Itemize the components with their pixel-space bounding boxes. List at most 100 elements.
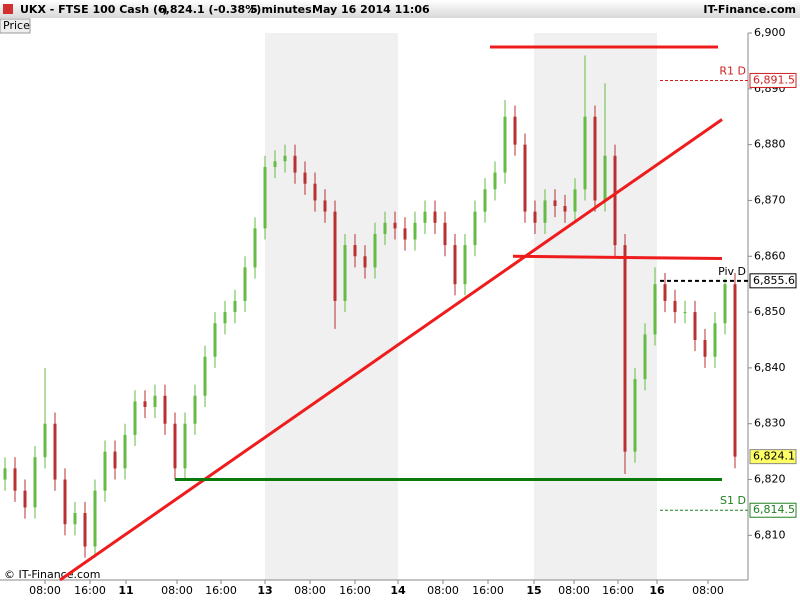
x-tick-label: 08:00 xyxy=(427,584,459,597)
candle-body xyxy=(113,451,117,469)
x-tick-label: 08:00 xyxy=(692,584,724,597)
candle-body xyxy=(343,245,347,301)
candle-body xyxy=(663,284,667,301)
candle-body xyxy=(323,200,327,212)
level-value: 6,891.5 xyxy=(753,73,795,86)
candle-body xyxy=(593,116,597,201)
x-tick-label: 13 xyxy=(257,584,272,597)
candle-body xyxy=(3,468,7,480)
candle-body xyxy=(103,451,107,491)
x-tick-label: 08:00 xyxy=(558,584,590,597)
day-band xyxy=(265,33,398,580)
price-tab-label: Price xyxy=(3,19,30,32)
y-tick-label: 6,820 xyxy=(754,473,786,486)
candle-body xyxy=(533,211,537,223)
candle-body xyxy=(643,334,647,380)
candle-body xyxy=(673,300,677,313)
candle-body xyxy=(393,222,397,229)
header-bar xyxy=(0,0,800,18)
candle-body xyxy=(33,457,37,508)
candle-body xyxy=(293,155,297,173)
candle-body xyxy=(433,211,437,223)
candle-body xyxy=(613,155,617,246)
x-tick-label: 16:00 xyxy=(205,584,237,597)
candle-body xyxy=(563,206,567,212)
candle-body xyxy=(313,183,317,201)
candle-body xyxy=(83,513,87,547)
candle-body xyxy=(333,211,337,301)
candle-body xyxy=(583,116,587,190)
candle-body xyxy=(263,166,267,229)
candle-body xyxy=(403,228,407,240)
candle-body xyxy=(723,284,727,324)
x-tick-label: 08:00 xyxy=(161,584,193,597)
candle-body xyxy=(453,245,457,285)
candle-body xyxy=(383,222,387,234)
candle-body xyxy=(683,312,687,314)
level-name: Piv D xyxy=(718,265,746,278)
x-tick-label: 16:00 xyxy=(74,584,106,597)
candle-body xyxy=(653,284,657,335)
header-icon xyxy=(3,4,13,14)
price-tab[interactable] xyxy=(0,18,31,34)
candle-body xyxy=(693,312,697,340)
candle-body xyxy=(173,423,177,469)
candle-body xyxy=(603,155,607,201)
candle-body xyxy=(123,434,127,469)
candle-body xyxy=(203,356,207,396)
candle-body xyxy=(463,245,467,285)
candle-body xyxy=(413,222,417,240)
y-tick-label: 6,870 xyxy=(754,193,786,206)
candle-body xyxy=(43,423,47,458)
level-value: 6,814.5 xyxy=(753,503,795,516)
candle-body xyxy=(483,189,487,212)
interval: 5 minutes xyxy=(250,3,312,16)
candle-body xyxy=(633,379,637,452)
level-name: S1 D xyxy=(720,494,746,507)
candle-body xyxy=(443,222,447,246)
trend-line xyxy=(512,254,723,260)
candle-body xyxy=(303,172,307,184)
candle-body xyxy=(143,401,147,407)
trend-line xyxy=(59,118,723,582)
x-tick-label: 08:00 xyxy=(294,584,326,597)
candle-body xyxy=(243,267,247,301)
candle-body xyxy=(73,513,77,525)
candle-body xyxy=(703,339,707,357)
candle-body xyxy=(133,401,137,435)
candle-body xyxy=(193,395,197,424)
level-box xyxy=(749,72,797,88)
datetime: May 16 2014 11:06 xyxy=(312,3,430,16)
symbol: UKX - FTSE 100 Cash (-) xyxy=(20,3,168,16)
candle-body xyxy=(53,423,57,480)
candle-body xyxy=(373,233,377,268)
candle-body xyxy=(423,211,427,223)
x-tick-label: 15 xyxy=(526,584,541,597)
candle-body xyxy=(13,468,17,491)
x-tick-label: 16 xyxy=(649,584,665,597)
y-tick-label: 6,810 xyxy=(754,528,786,541)
candle-body xyxy=(183,423,187,469)
y-tick-label: 6,900 xyxy=(754,26,786,39)
candle-body xyxy=(233,300,237,313)
level-box xyxy=(749,273,797,289)
last-value: 6,824.1 xyxy=(753,450,795,463)
level-box xyxy=(749,502,797,518)
brand: IT-Finance.com xyxy=(703,3,796,16)
y-tick-label: 6,830 xyxy=(754,417,786,430)
y-tick-label: 6,880 xyxy=(754,138,786,151)
x-tick-label: 14 xyxy=(390,584,406,597)
last-box xyxy=(749,449,797,465)
candle-body xyxy=(623,245,627,452)
candle-body xyxy=(473,211,477,246)
candle-body xyxy=(493,172,497,190)
candle-body xyxy=(93,490,97,547)
y-tick-label: 6,860 xyxy=(754,249,786,262)
candle-body xyxy=(283,155,287,162)
x-tick-label: 16:00 xyxy=(472,584,504,597)
candle-body xyxy=(273,161,277,167)
level-value: 6,855.6 xyxy=(753,274,795,287)
level-name: R1 D xyxy=(719,64,746,77)
candle-body xyxy=(543,200,547,223)
